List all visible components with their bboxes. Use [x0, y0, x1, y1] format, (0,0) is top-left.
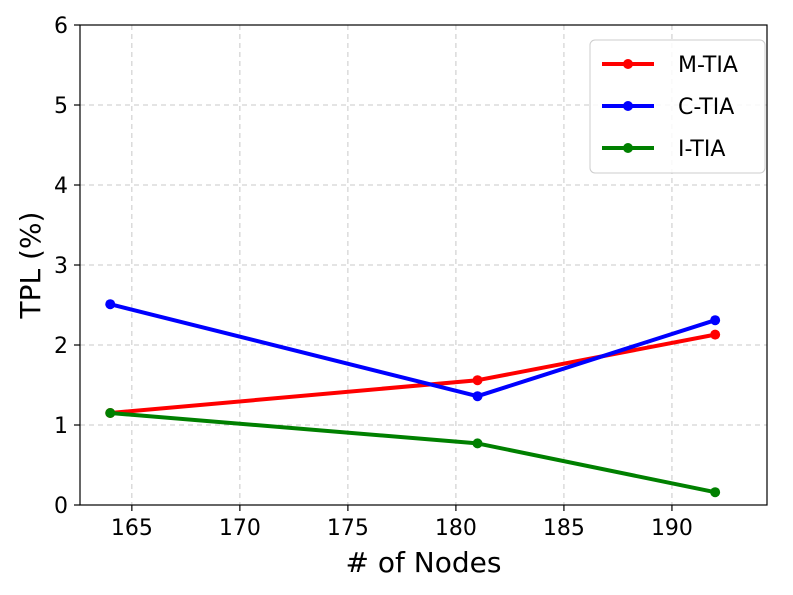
legend: M-TIA C-TIA I-TIA	[589, 39, 766, 174]
x-tick-label: 165	[111, 516, 153, 541]
data-point	[472, 375, 483, 386]
series-lines	[105, 299, 721, 498]
data-point	[710, 487, 721, 498]
legend-swatch-marker	[623, 59, 633, 69]
series-c-tia	[105, 299, 721, 402]
legend-swatch-marker	[623, 101, 633, 111]
data-point	[472, 438, 483, 449]
y-tick-label: 5	[54, 94, 68, 119]
legend-box	[589, 39, 766, 174]
legend-item: M-TIA	[602, 53, 738, 78]
x-tick-label: 180	[435, 516, 477, 541]
x-tick-label: 175	[327, 516, 369, 541]
x-axis-label: # of Nodes	[346, 546, 502, 579]
series-m-tia	[105, 329, 721, 418]
series-line	[110, 332, 716, 415]
data-point	[105, 299, 116, 310]
data-point	[472, 391, 483, 402]
y-tick-label: 4	[54, 174, 68, 199]
y-tick-label: 6	[54, 14, 68, 39]
legend-label: M-TIA	[678, 53, 738, 78]
x-tick-label: 185	[543, 516, 585, 541]
legend-label: C-TIA	[678, 95, 734, 120]
x-tick-label: 190	[651, 516, 693, 541]
data-point	[105, 408, 116, 418]
data-point	[710, 315, 721, 326]
series-i-tia	[105, 408, 721, 498]
y-tick-label: 1	[54, 414, 68, 439]
y-tick-label: 2	[54, 334, 68, 359]
legend-label: I-TIA	[678, 137, 725, 162]
series-line	[109, 302, 716, 399]
y-tick-label: 0	[54, 494, 68, 519]
legend-swatch-marker	[623, 143, 633, 153]
axis-ticks: 165 170 175 180 185 190 0 1 2 3 4 5 6	[54, 14, 693, 541]
legend-item: C-TIA	[602, 95, 734, 120]
y-tick-label: 3	[54, 254, 68, 279]
y-axis-label: TPL (%)	[14, 212, 47, 320]
x-tick-label: 170	[219, 516, 261, 541]
legend-item: I-TIA	[602, 137, 725, 162]
data-point	[710, 329, 721, 340]
